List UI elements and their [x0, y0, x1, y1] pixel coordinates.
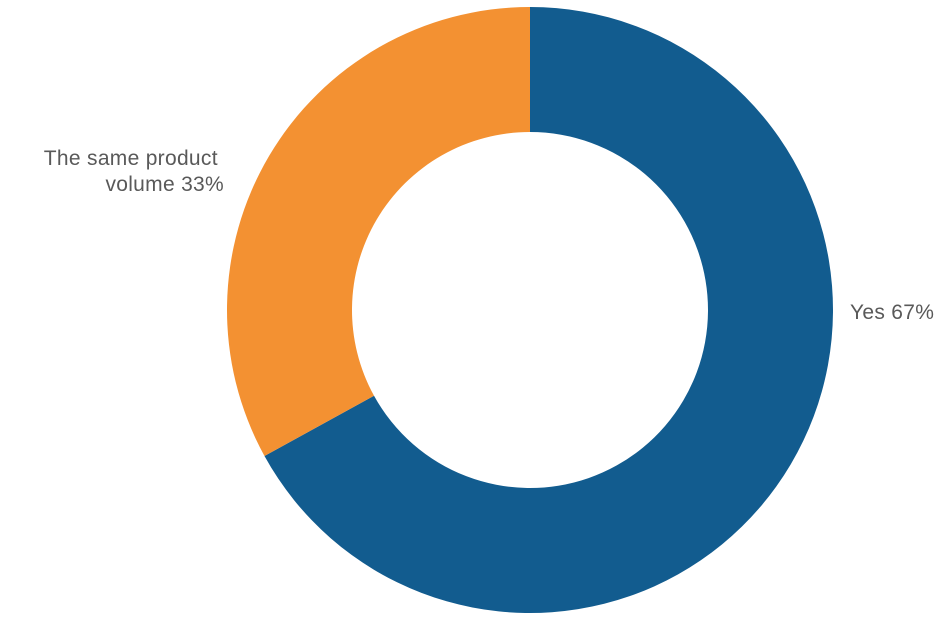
- slice-label-same-product-volume-line-2: volume 33%: [105, 173, 224, 196]
- slices-layer: [226, 7, 833, 613]
- slice-yes: [264, 7, 833, 613]
- labels-layer: Yes 67% The same product volume 33%: [44, 147, 934, 324]
- slice-the-same-product-volume: [226, 7, 531, 456]
- slice-label-same-product-volume-line-1: The same product: [44, 147, 218, 170]
- slice-label-same-product-volume: The same product volume 33%: [44, 147, 224, 196]
- slice-label-yes: Yes 67%: [850, 301, 934, 324]
